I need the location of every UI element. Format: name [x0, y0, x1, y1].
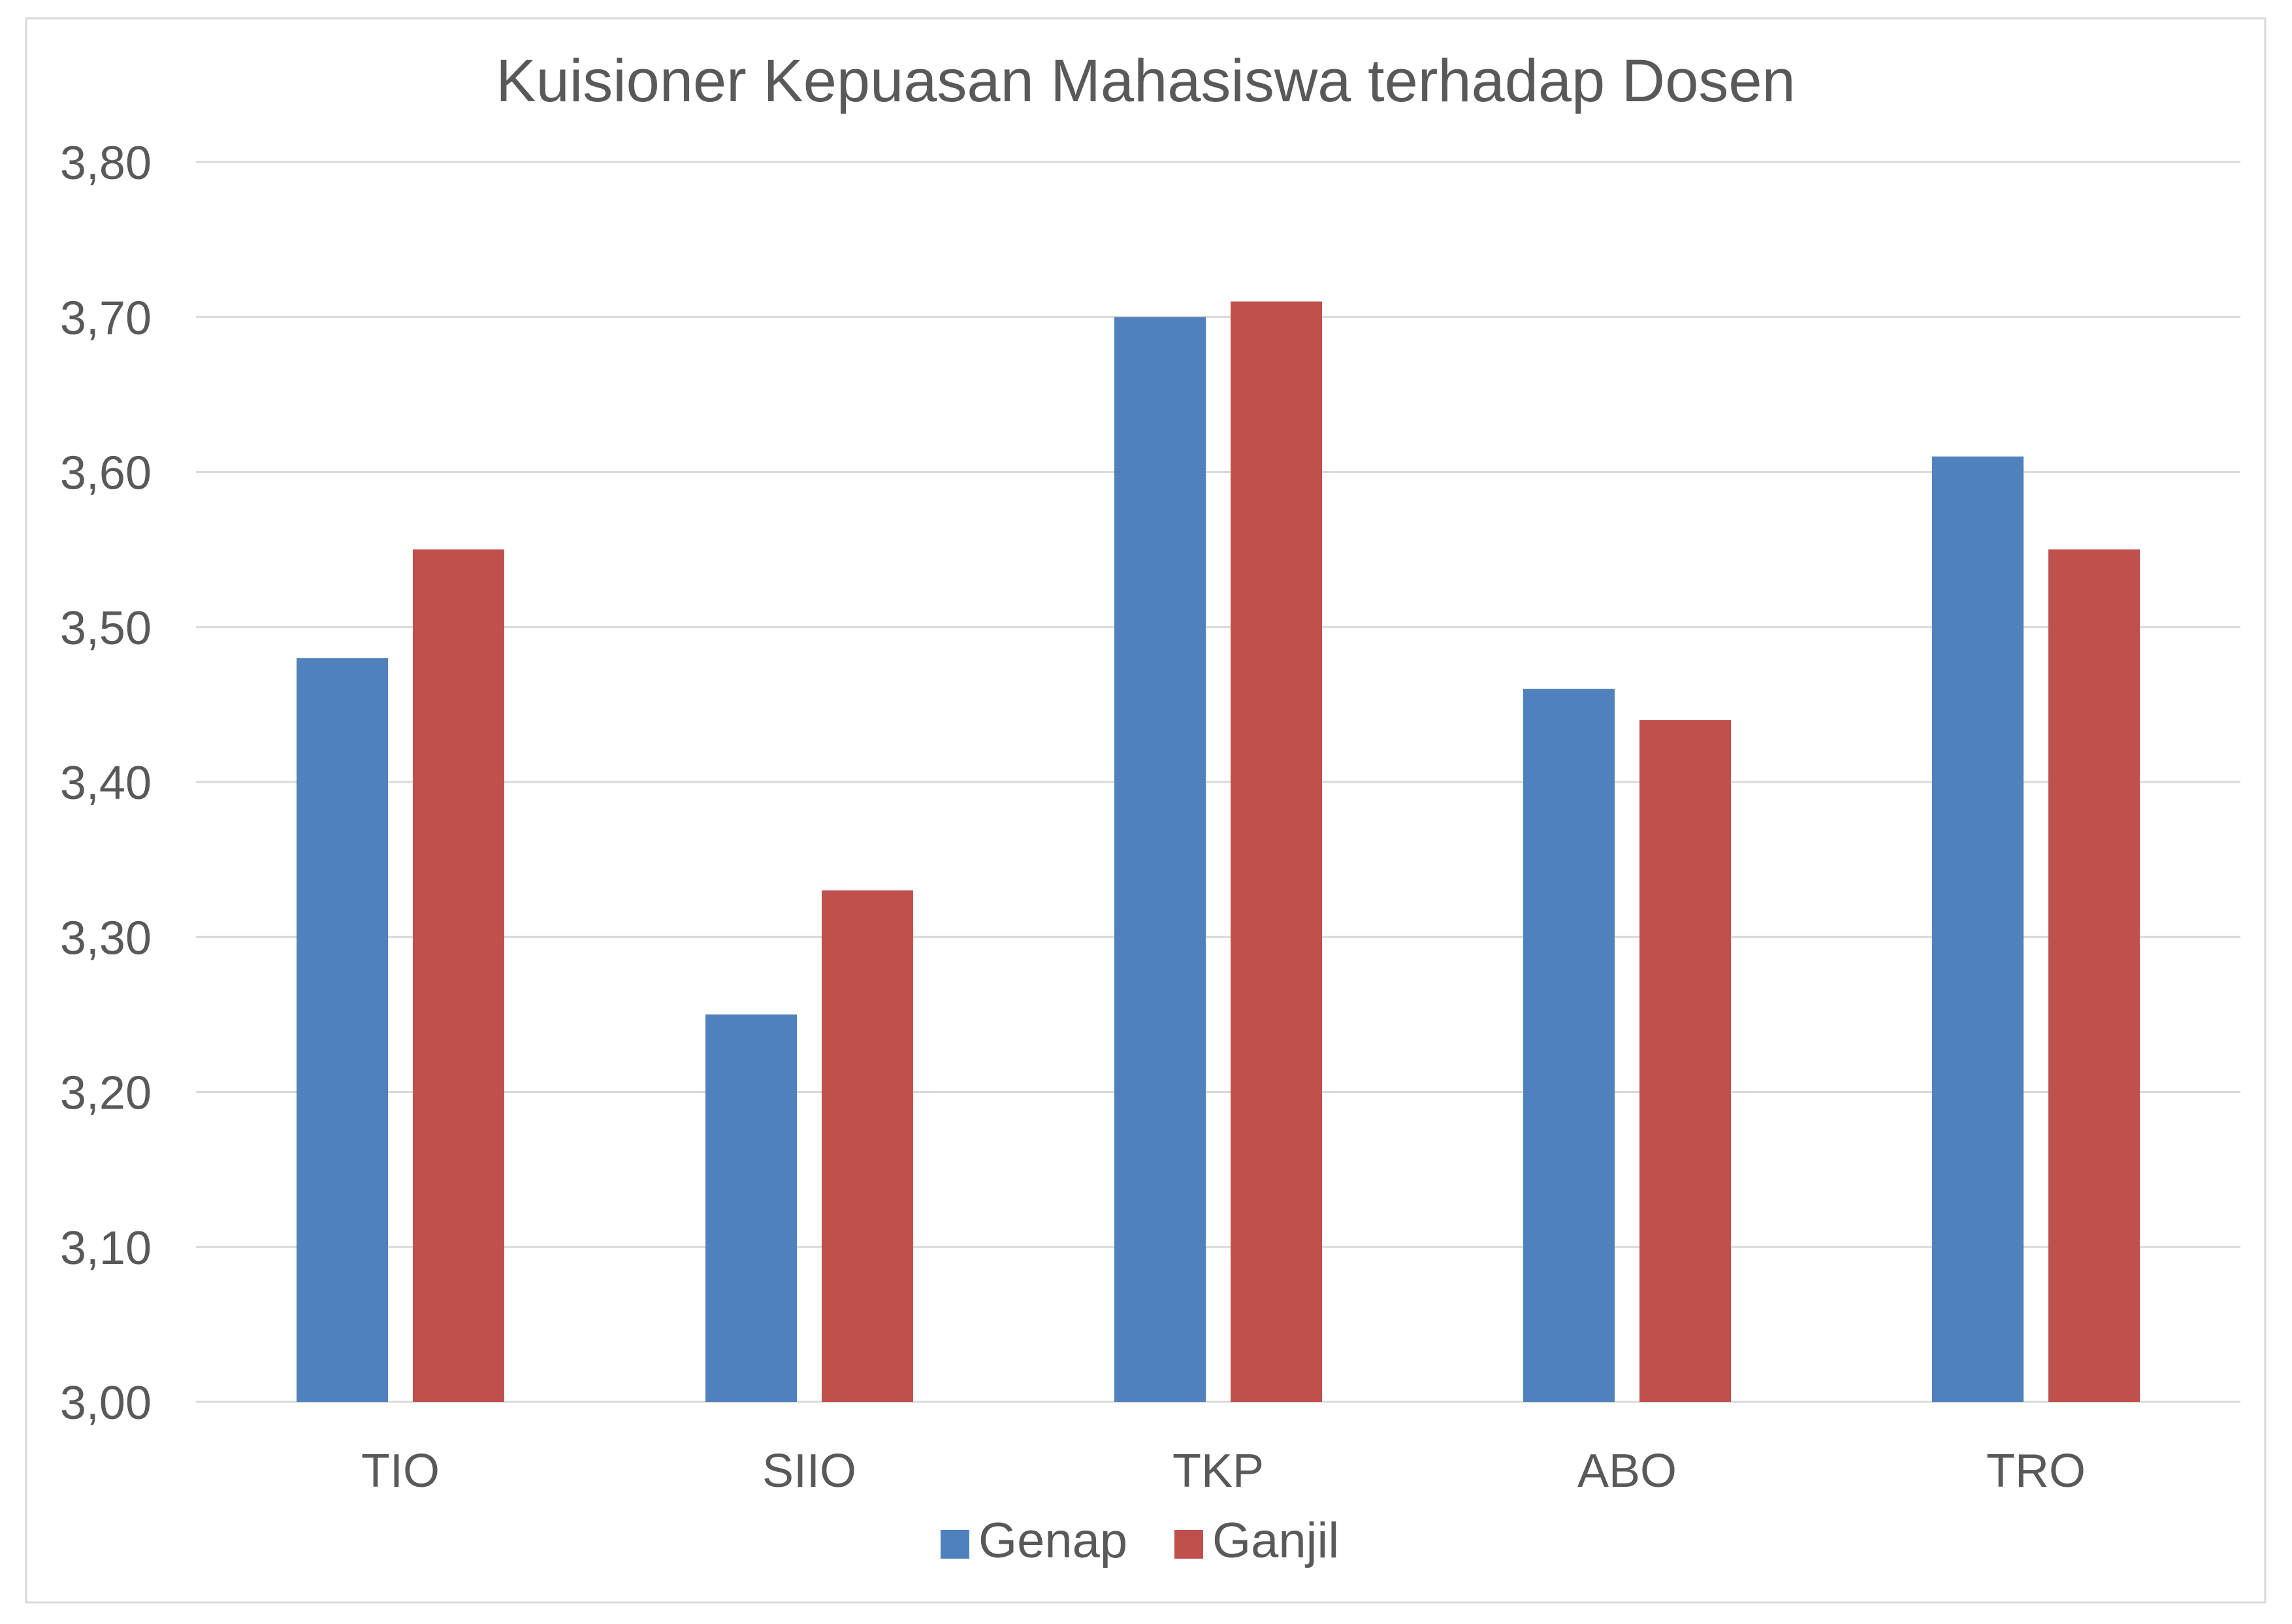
- bar-genap-tro: [1932, 456, 2024, 1402]
- bar-ganjil-tro: [2048, 549, 2140, 1402]
- y-tick-label: 3,30: [60, 912, 152, 964]
- y-tick-label: 3,10: [60, 1222, 152, 1275]
- chart-title: Kuisioner Kepuasan Mahasiswa terhadap Do…: [496, 48, 1795, 114]
- bar-genap-tkp: [1114, 317, 1206, 1402]
- bar-genap-siio: [705, 1014, 797, 1402]
- y-axis-tick-labels: 3,00 3,10 3,20 3,30 3,40 3,50 3,60 3,70 3,80: [60, 137, 152, 1429]
- legend: Genap Ganjil: [941, 1513, 1339, 1568]
- y-tick-label: 3,80: [60, 137, 152, 189]
- legend-label: Ganjil: [1212, 1513, 1339, 1568]
- bar-ganjil-tkp: [1231, 301, 1322, 1402]
- legend-label: Genap: [978, 1513, 1127, 1568]
- x-category-label: TRO: [1986, 1445, 2086, 1497]
- bar-ganjil-siio: [822, 890, 913, 1402]
- bar-ganjil-tio: [413, 549, 504, 1402]
- bar-genap-tio: [297, 658, 388, 1403]
- y-tick-label: 3,50: [60, 602, 152, 655]
- y-tick-label: 3,60: [60, 447, 152, 500]
- y-tick-label: 3,40: [60, 757, 152, 809]
- x-axis-category-labels: TIO SIIO TKP ABO TRO: [361, 1445, 2086, 1497]
- gridlines: [196, 161, 2240, 1403]
- x-category-label: TIO: [361, 1445, 440, 1497]
- legend-swatch-genap: [941, 1530, 969, 1559]
- y-tick-label: 3,00: [60, 1377, 152, 1429]
- y-tick-label: 3,70: [60, 292, 152, 344]
- x-category-label: SIIO: [762, 1445, 856, 1497]
- bar-genap-abo: [1523, 689, 1615, 1402]
- legend-swatch-ganjil: [1174, 1530, 1203, 1559]
- y-tick-label: 3,20: [60, 1067, 152, 1120]
- x-category-label: ABO: [1577, 1445, 1677, 1497]
- x-category-label: TKP: [1172, 1445, 1264, 1497]
- bar-ganjil-abo: [1639, 720, 1731, 1402]
- bars: [297, 301, 2140, 1403]
